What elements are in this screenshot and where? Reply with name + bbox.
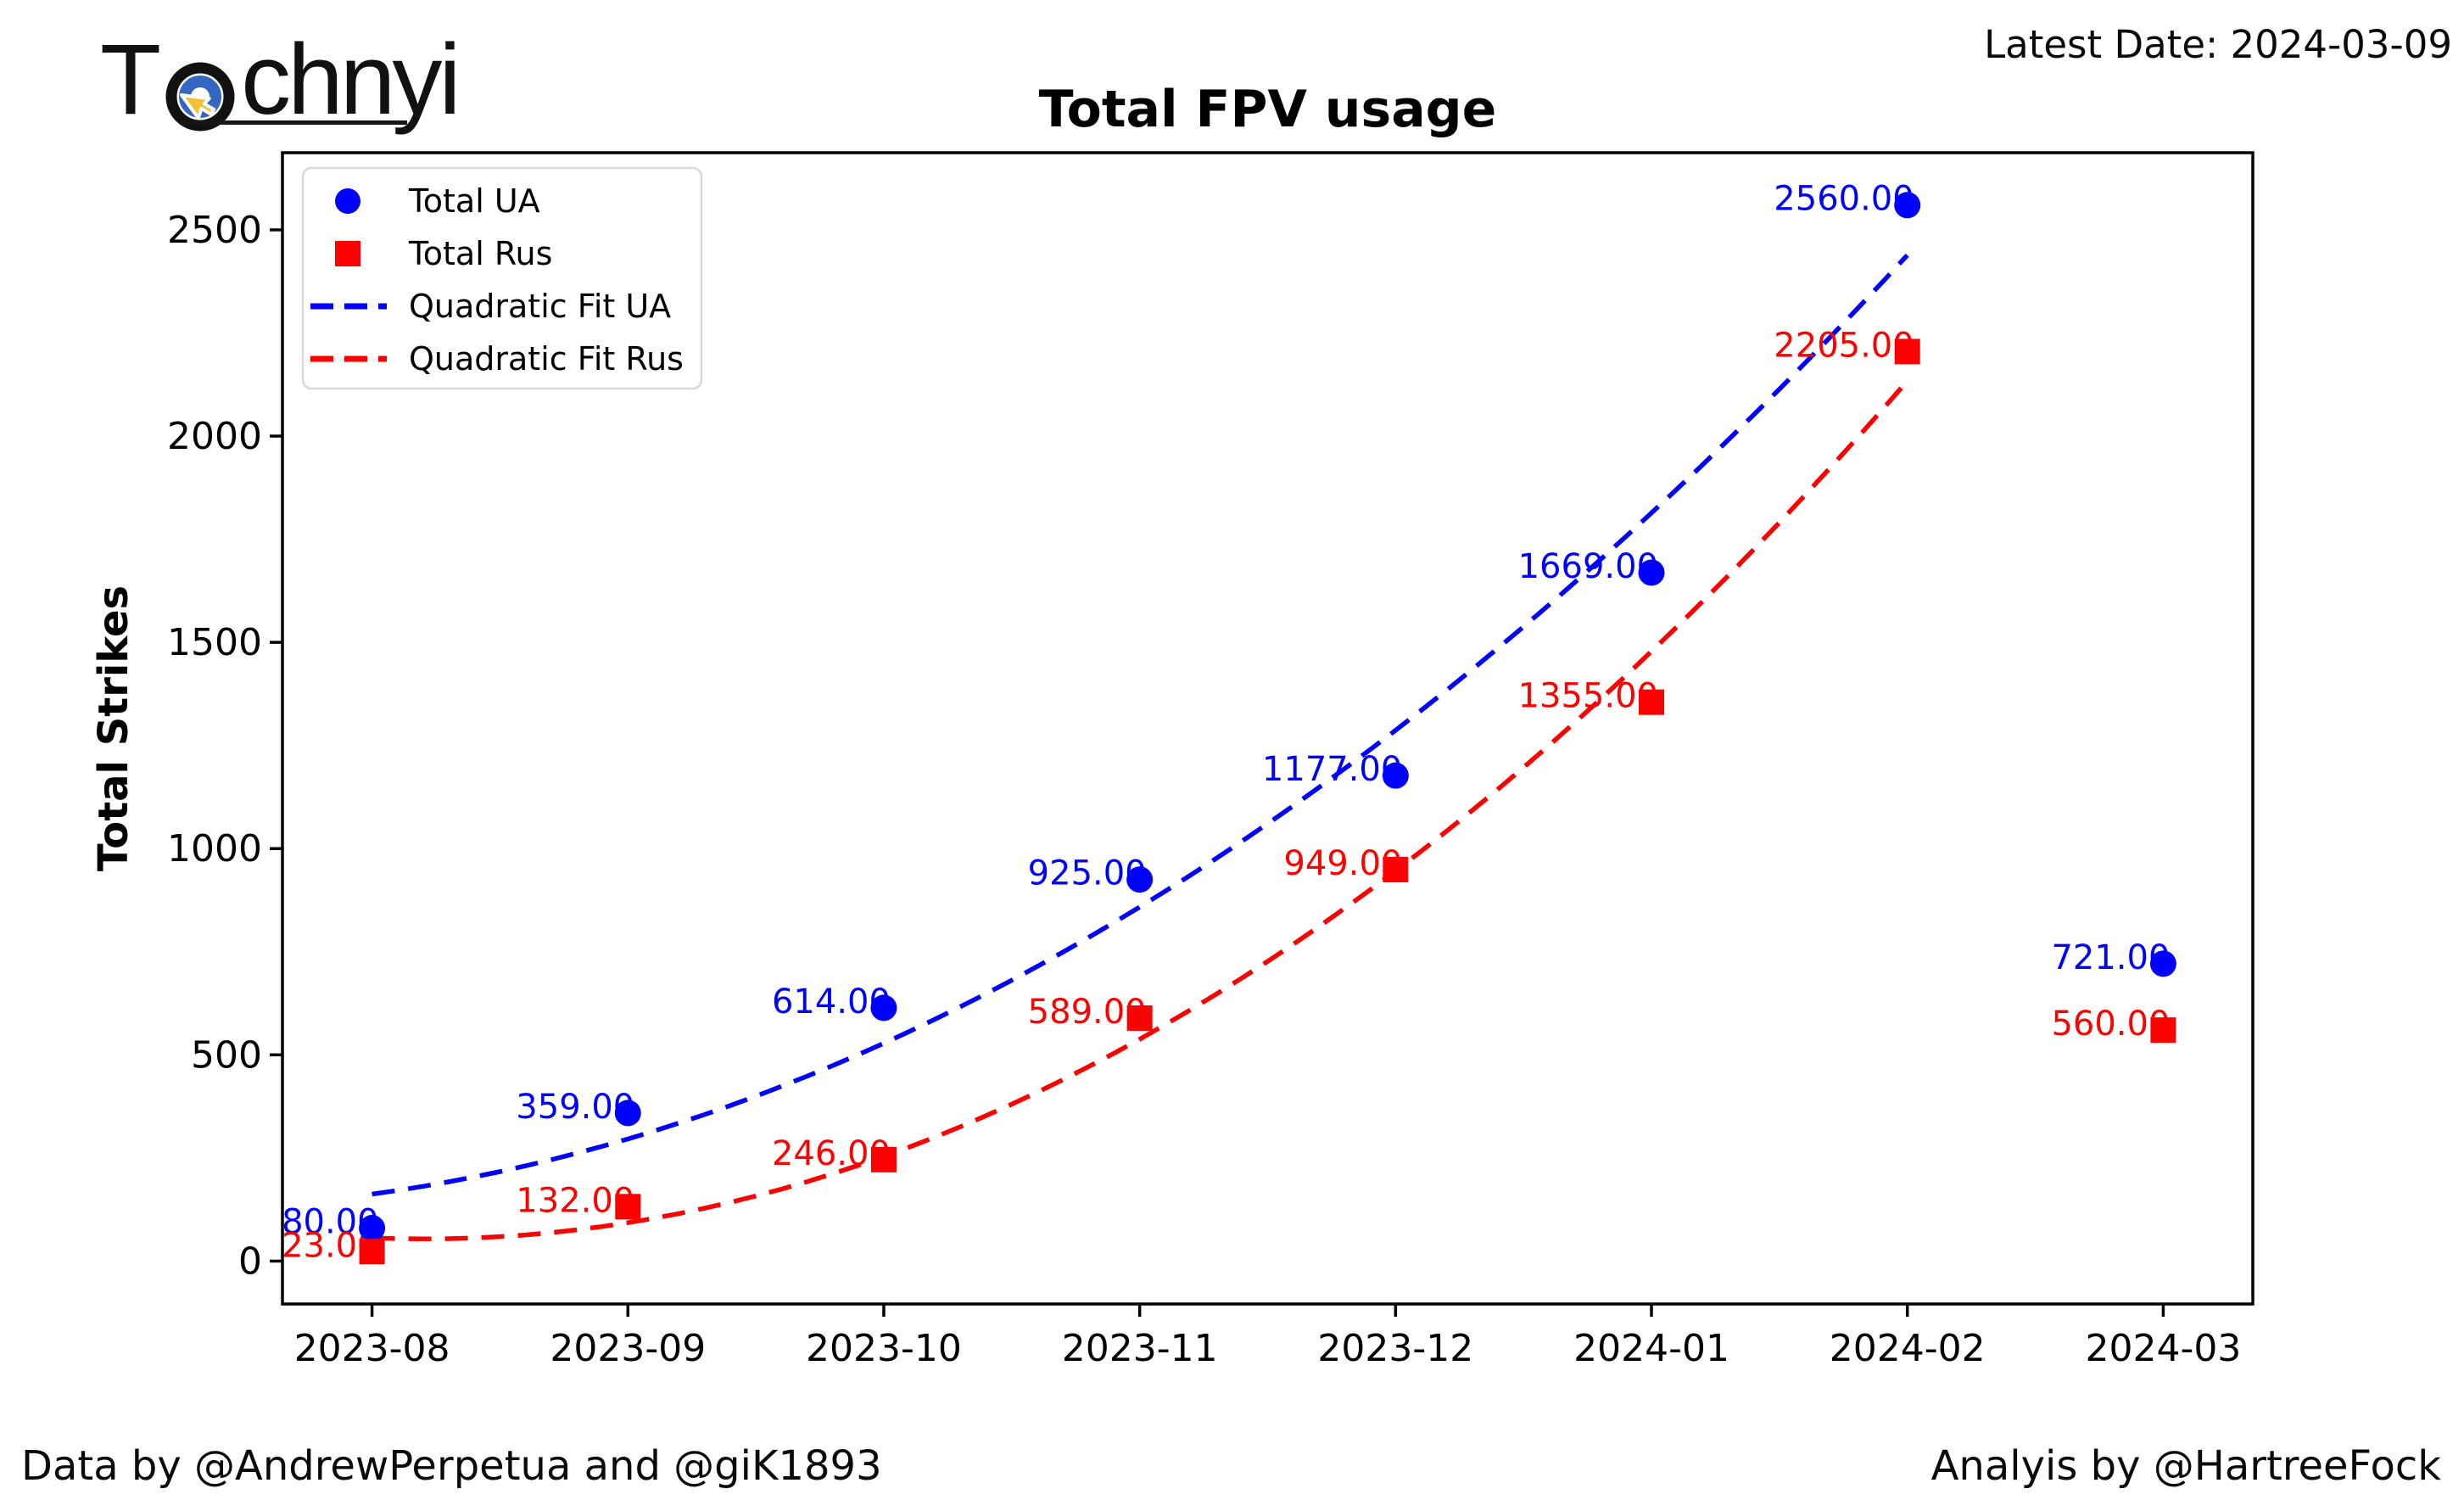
- data-point-rus: [1383, 857, 1409, 883]
- y-tick-label: 2500: [167, 209, 262, 252]
- logo-text-prefix: T: [100, 24, 161, 136]
- data-point-ua: [1382, 762, 1409, 789]
- data-point-ua: [2149, 950, 2176, 977]
- y-tick-label: 1500: [167, 621, 262, 664]
- point-label: 1669.00: [1518, 547, 1658, 586]
- data-point-ua: [1894, 192, 1921, 219]
- legend-label: Quadratic Fit UA: [409, 288, 671, 325]
- data-point-rus: [615, 1194, 641, 1220]
- fit-curve-ua: [372, 253, 1909, 1197]
- point-label: 132.00: [516, 1181, 634, 1220]
- x-tick-label: 2023-11: [1062, 1327, 1218, 1370]
- data-point-ua: [1638, 559, 1665, 586]
- point-label: 949.00: [1283, 844, 1402, 883]
- latest-date-label: Latest Date: 2024-03-09: [1984, 22, 2452, 67]
- x-tick-label: 2023-10: [806, 1327, 962, 1370]
- footer-analysis-credit: Analyis by @HartreeFock: [1930, 1442, 2441, 1490]
- point-label: 589.00: [1028, 993, 1147, 1032]
- x-tick-label: 2024-01: [1573, 1327, 1729, 1370]
- data-point-rus: [2150, 1017, 2176, 1044]
- fit-curve-rus: [372, 379, 1909, 1242]
- footer-data-credit: Data by @AndrewPerpetua and @giK1893: [21, 1442, 882, 1490]
- logo-text-suffix: chnyi: [241, 24, 461, 136]
- legend-label: Total UA: [408, 182, 540, 220]
- plot-border: [281, 151, 2254, 1306]
- data-point-ua: [614, 1100, 641, 1127]
- data-point-ua: [359, 1215, 386, 1242]
- y-axis-label: Total Strikes: [90, 585, 137, 871]
- data-point-rus: [1639, 689, 1665, 715]
- x-tick-label: 2023-08: [294, 1327, 450, 1370]
- point-label: 2560.00: [1774, 180, 1914, 219]
- y-tick-label: 500: [191, 1033, 262, 1077]
- data-point-rus: [870, 1146, 897, 1172]
- point-label: 2205.00: [1774, 326, 1914, 365]
- point-label: 1177.00: [1262, 750, 1402, 789]
- data-point-ua: [1126, 866, 1154, 893]
- data-point-rus: [359, 1239, 385, 1265]
- y-tick-label: 0: [238, 1240, 262, 1283]
- legend-label: Quadratic Fit Rus: [409, 340, 684, 378]
- x-tick-label: 2024-02: [1830, 1327, 1986, 1370]
- data-point-ua: [870, 994, 897, 1021]
- x-tick-label: 2023-12: [1317, 1327, 1473, 1370]
- logo-cursor-icon: [161, 48, 239, 132]
- y-tick-label: 1000: [167, 827, 262, 870]
- legend-box: [301, 166, 703, 390]
- logo: T chnyi: [100, 24, 461, 136]
- point-label: 925.00: [1028, 854, 1147, 893]
- point-label: 721.00: [2051, 938, 2170, 977]
- x-tick-label: 2024-03: [2085, 1327, 2241, 1370]
- data-point-rus: [1894, 339, 1920, 365]
- data-point-rus: [1126, 1005, 1153, 1032]
- point-label: 560.00: [2051, 1005, 2170, 1044]
- logo-underline: [180, 120, 407, 125]
- legend-marker-square: [335, 241, 360, 266]
- legend-marker-circle: [335, 188, 360, 214]
- legend-label: Total Rus: [408, 235, 552, 272]
- y-tick-label: 2000: [167, 415, 262, 458]
- point-label: 246.00: [772, 1134, 891, 1173]
- point-label: 614.00: [772, 982, 891, 1021]
- x-tick-label: 2023-09: [550, 1327, 706, 1370]
- point-label: 1355.00: [1518, 677, 1658, 716]
- point-label: 359.00: [516, 1088, 634, 1127]
- chart-title: Total FPV usage: [1038, 80, 1497, 139]
